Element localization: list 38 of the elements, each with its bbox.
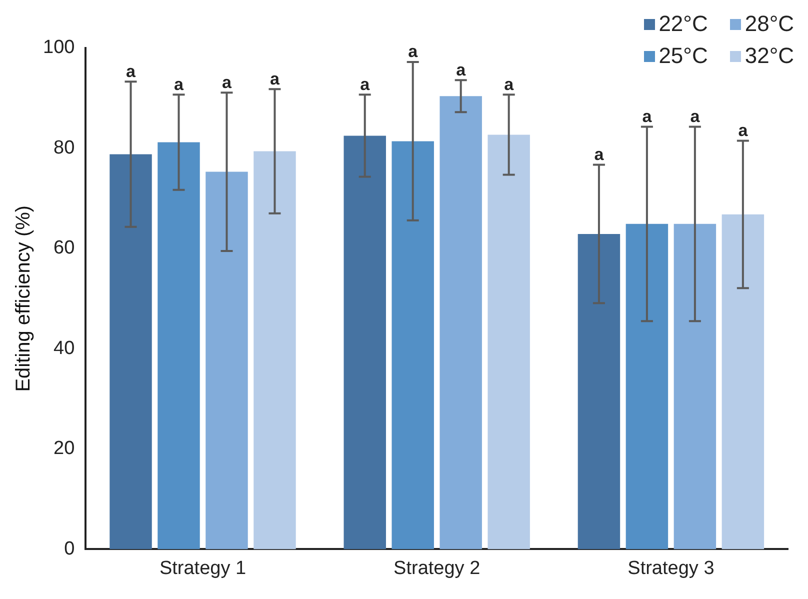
bar [488,134,530,550]
bar [254,151,296,550]
bar [206,172,248,550]
bar [578,234,620,550]
bar [158,142,200,550]
bar [392,141,434,550]
annotation: a [738,120,748,140]
bar [626,224,668,550]
annotation: a [126,62,136,81]
annotation: a [174,74,184,94]
legend-label: 28°C [744,10,794,38]
annotation: a [222,72,232,92]
y-tick-label: 100 [43,37,75,58]
annotation: a [642,106,652,126]
legend-label: 32°C [744,42,794,70]
bar [344,136,386,550]
annotation: a [690,106,700,126]
annotation: a [504,74,514,94]
annotation: a [594,144,604,164]
annotation: a [456,60,466,80]
annotation: a [408,42,418,62]
legend-label: 22°C [658,10,708,38]
y-axis-title: Editing efficiency (%) [12,205,35,392]
bar [722,214,764,550]
annotation: a [270,69,280,88]
y-tick-label: 0 [64,538,75,560]
x-tick-label: Strategy 1 [159,558,246,579]
annotation: a [360,74,370,94]
y-tick-label: 80 [54,137,75,158]
x-tick-label: Strategy 3 [628,558,714,579]
x-tick-label: Strategy 2 [394,558,480,579]
y-tick-label: 40 [54,338,75,359]
y-tick-label: 20 [54,438,75,460]
bar [110,154,152,550]
bar [440,96,482,550]
y-tick-label: 60 [54,238,75,259]
legend-label: 25°C [658,42,708,70]
bar [674,224,716,550]
